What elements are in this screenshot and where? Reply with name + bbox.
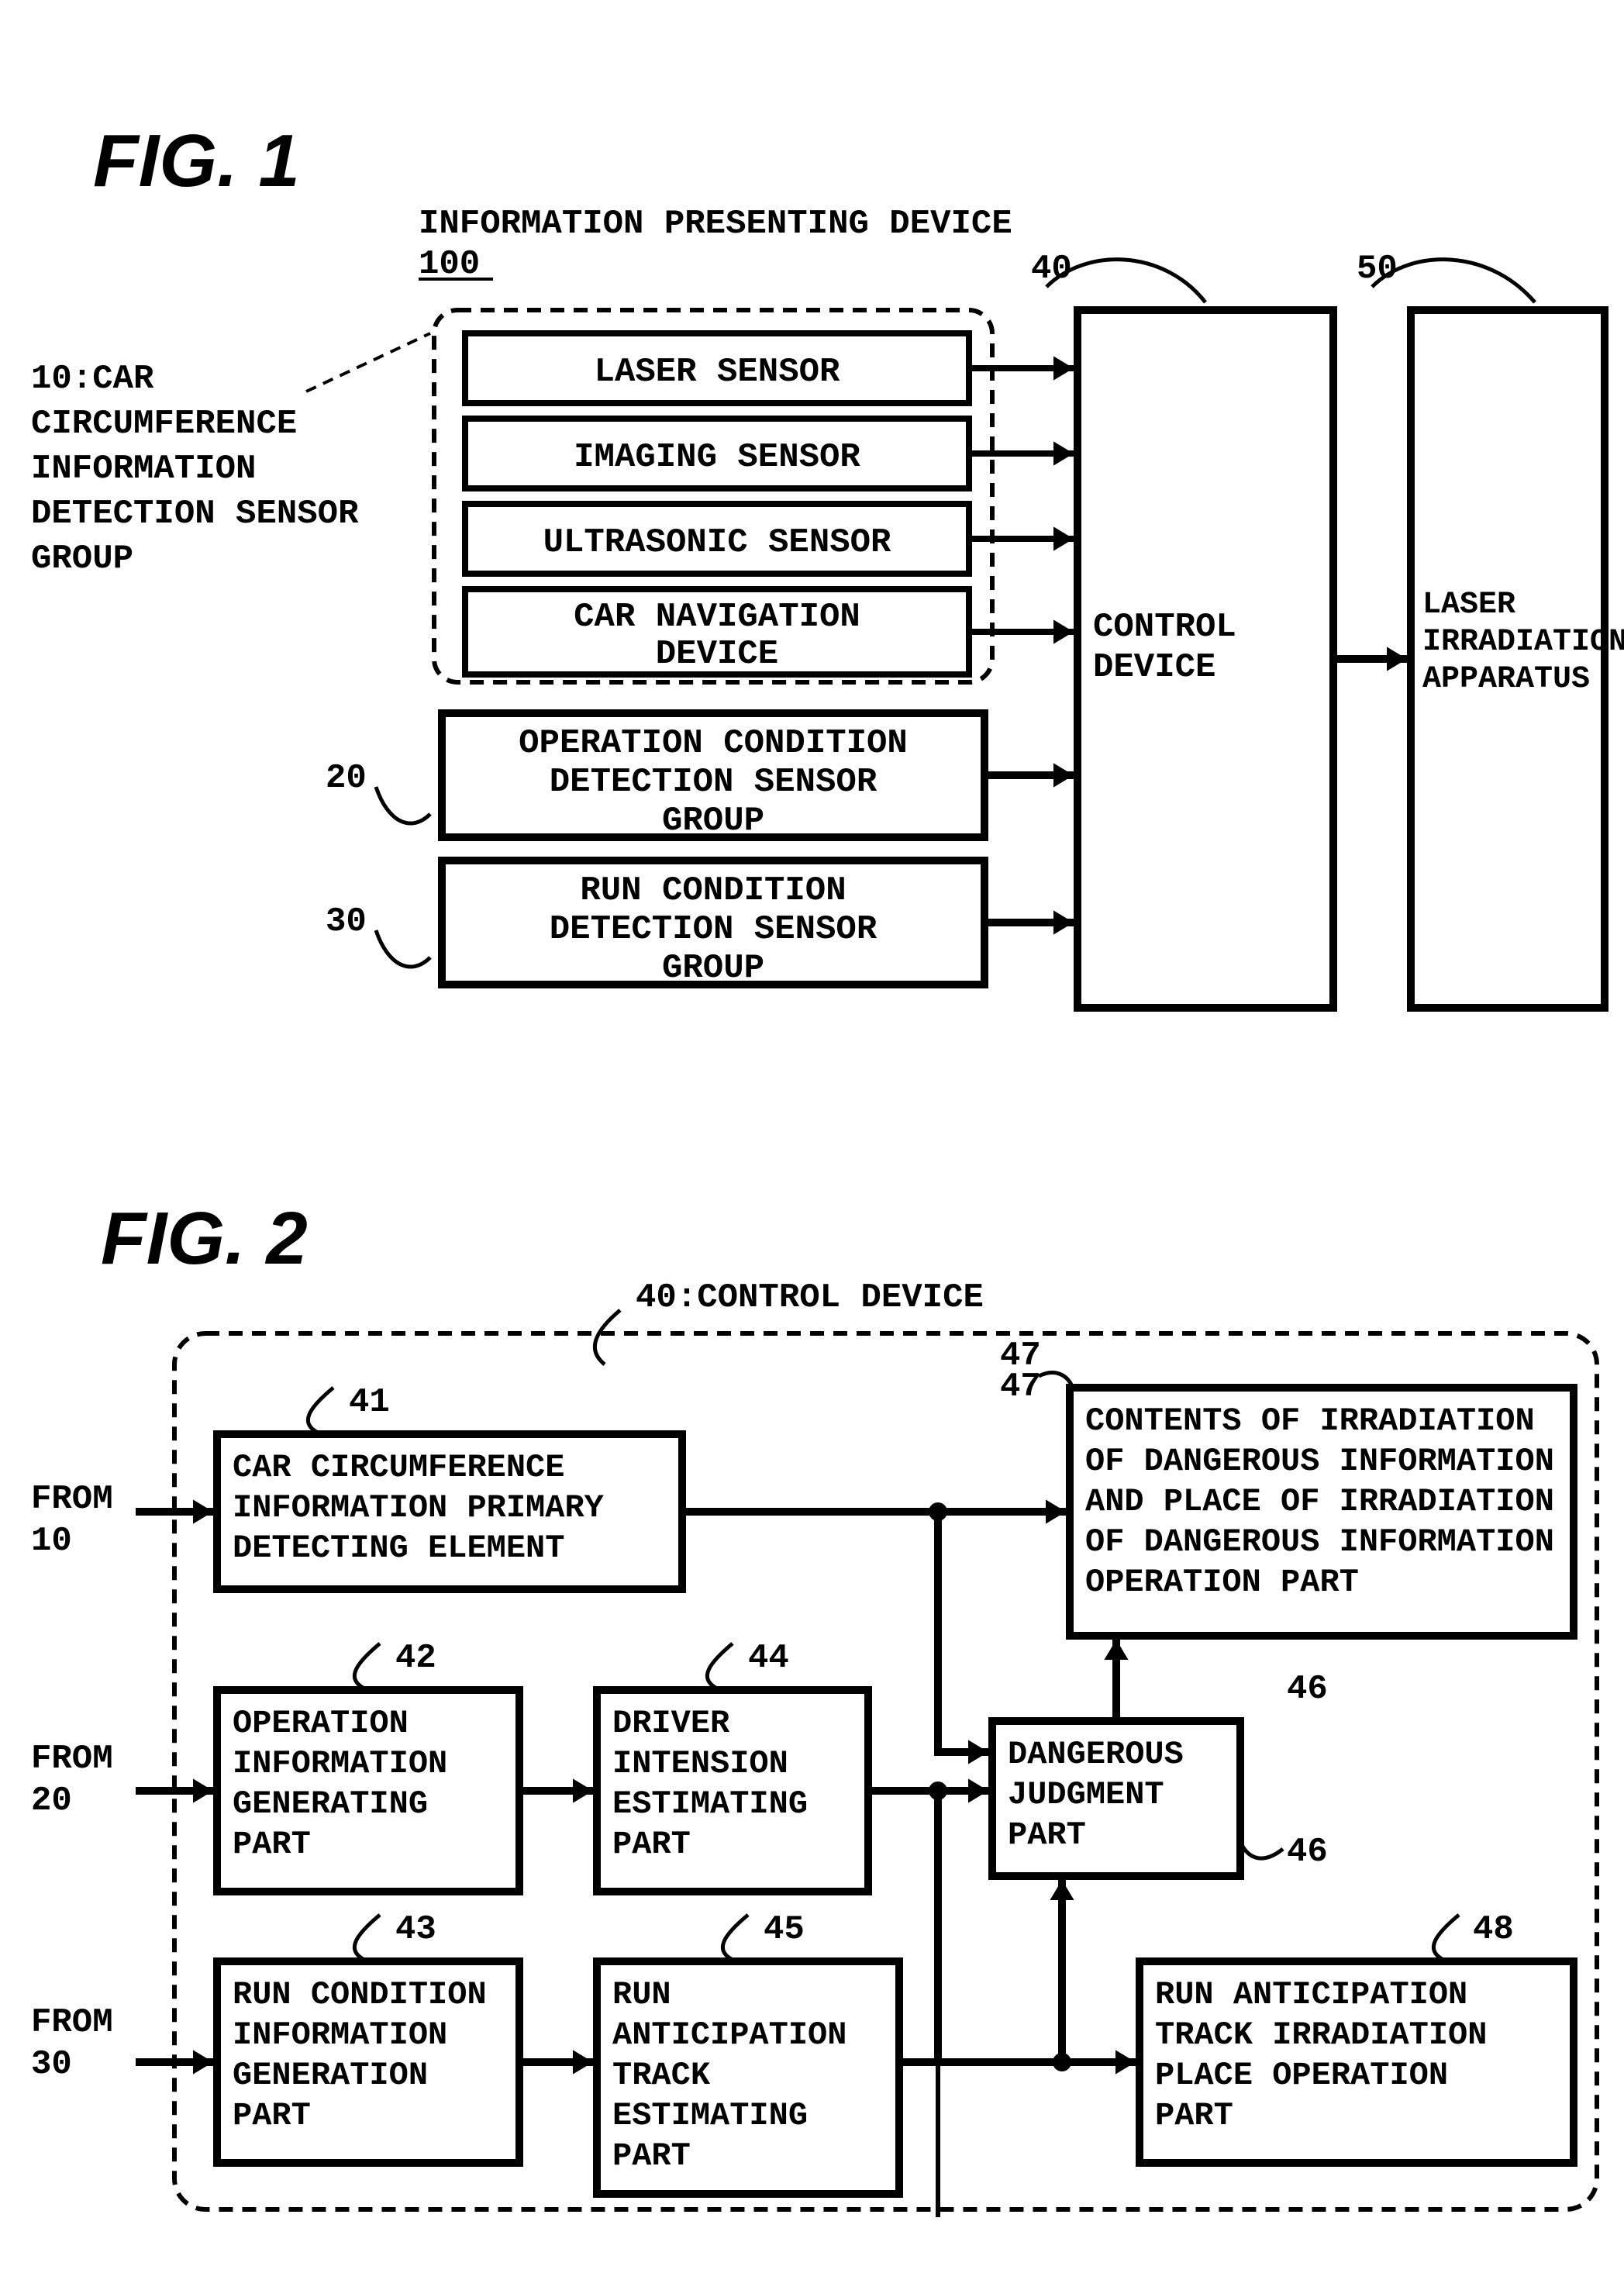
sensor-label-laser: LASER SENSOR [595, 353, 840, 391]
arrow-head [573, 2050, 593, 2074]
leader-20 [376, 787, 430, 823]
ref-20: 20 [326, 759, 367, 798]
leader-l41 [308, 1388, 333, 1433]
arrow-head [193, 1499, 213, 1523]
sensor-label-imaging: IMAGING SENSOR [574, 438, 860, 477]
fig1-title: FIG. 1 [93, 119, 300, 202]
ref-46: 46 [1287, 1670, 1328, 1709]
from-label-2: FROM30 [31, 2003, 113, 2084]
arrow-head [968, 1740, 988, 1764]
ref-48: 48 [1473, 1910, 1514, 1949]
ref-47-fix: 47 [1000, 1368, 1041, 1406]
ref-30: 30 [326, 902, 367, 941]
leader-l46 [1242, 1845, 1283, 1858]
ref-45: 45 [764, 1910, 805, 1949]
ref-41: 41 [349, 1383, 390, 1422]
arrow-head [1053, 910, 1074, 934]
sensor-group-leader [306, 333, 430, 391]
from-label-0: FROM10 [31, 1480, 113, 1561]
ref-40: 40 [1031, 250, 1072, 288]
arrow-head [1104, 1640, 1128, 1660]
sensor-label-ultrasonic: ULTRASONIC SENSOR [543, 523, 891, 562]
fig1-header: INFORMATION PRESENTING DEVICE [419, 205, 1012, 243]
ref-50: 50 [1357, 250, 1398, 288]
block-label-41: CAR CIRCUMFERENCEINFORMATION PRIMARYDETE… [233, 1449, 605, 1567]
leader-l45 [722, 1915, 748, 1960]
leader-30 [376, 930, 430, 967]
arrow-head [1387, 647, 1407, 671]
ref-44: 44 [748, 1639, 789, 1678]
arrow-head [1053, 526, 1074, 550]
arrow-head [573, 1778, 593, 1802]
sensor-group-label: 10:CARCIRCUMFERENCEINFORMATIONDETECTION … [31, 360, 359, 578]
arrow-head [193, 2050, 213, 2074]
leader-l44 [707, 1644, 733, 1688]
arrow-head [1115, 2050, 1136, 2074]
leader-l43 [354, 1915, 380, 1960]
ref-43: 43 [395, 1910, 436, 1949]
arrow-head [968, 1778, 988, 1802]
arrow-head [1053, 441, 1074, 465]
connector-arrow [938, 1512, 988, 1752]
arrow-head [1053, 763, 1074, 787]
leader-l42 [354, 1644, 380, 1688]
ref-42: 42 [395, 1639, 436, 1678]
arrow-head [193, 1778, 213, 1802]
leader-l48 [1433, 1915, 1459, 1960]
from-label-1: FROM20 [31, 1740, 113, 1820]
arrow-head [1053, 619, 1074, 643]
fig2-header-leader [595, 1310, 620, 1364]
arrow-head [1053, 356, 1074, 380]
arrow-head [1050, 1880, 1074, 1900]
fig2-header: 40:CONTROL DEVICE [636, 1278, 984, 1317]
fig2-title: FIG. 2 [101, 1197, 308, 1280]
arrow-head [1046, 1499, 1066, 1523]
ref-46-fix: 46 [1287, 1833, 1328, 1871]
